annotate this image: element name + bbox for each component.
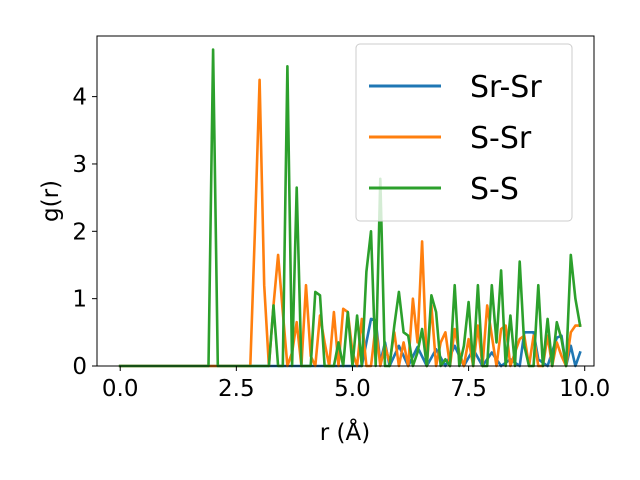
legend-items: Sr-Sr S-Sr S-S xyxy=(369,70,542,207)
x-axis-ticks: 0.0 2.5 5.0 7.5 10.0 xyxy=(102,366,610,402)
y-axis-ticks: 0 1 2 3 4 xyxy=(72,85,97,380)
y-tick-label: 4 xyxy=(72,85,87,111)
legend-label-s-s: S-S xyxy=(470,172,519,207)
legend-label-s-sr: S-Sr xyxy=(470,121,532,156)
x-axis-label: r (Å) xyxy=(320,418,370,446)
legend-label-sr-sr: Sr-Sr xyxy=(470,70,542,105)
x-tick-label: 5.0 xyxy=(334,376,371,402)
y-tick-label: 3 xyxy=(72,152,87,178)
y-tick-label: 1 xyxy=(72,287,87,313)
y-axis-label: g(r) xyxy=(38,180,64,222)
x-tick-label: 10.0 xyxy=(559,376,610,402)
x-tick-label: 2.5 xyxy=(218,376,255,402)
plot-frame xyxy=(96,35,595,367)
y-tick-label: 0 xyxy=(72,354,87,380)
x-tick-label: 0.0 xyxy=(102,376,139,402)
y-tick-label: 2 xyxy=(72,219,87,245)
legend-box xyxy=(355,43,573,222)
x-tick-label: 7.5 xyxy=(450,376,487,402)
legend: Sr-Sr S-Sr S-S xyxy=(355,43,573,222)
